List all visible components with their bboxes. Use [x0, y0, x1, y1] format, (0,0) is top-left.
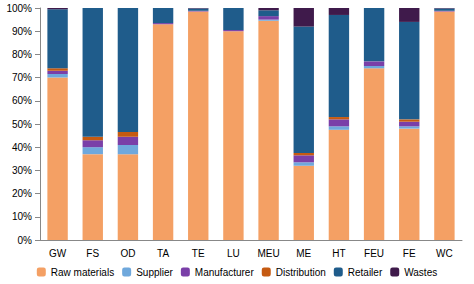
- svg-text:70%: 70%: [12, 72, 32, 83]
- svg-text:Supplier: Supplier: [136, 267, 173, 278]
- svg-text:100%: 100%: [6, 3, 32, 14]
- svg-text:HT: HT: [332, 248, 345, 259]
- svg-text:Raw materials: Raw materials: [51, 267, 114, 278]
- svg-text:TE: TE: [192, 248, 205, 259]
- svg-text:FEU: FEU: [364, 248, 384, 259]
- svg-text:TA: TA: [157, 248, 169, 259]
- svg-text:20%: 20%: [12, 188, 32, 199]
- svg-text:Distribution: Distribution: [276, 267, 326, 278]
- svg-text:OD: OD: [120, 248, 135, 259]
- svg-text:30%: 30%: [12, 165, 32, 176]
- svg-text:80%: 80%: [12, 49, 32, 60]
- svg-text:Manufacturer: Manufacturer: [195, 267, 255, 278]
- svg-text:MEU: MEU: [257, 248, 279, 259]
- svg-text:60%: 60%: [12, 95, 32, 106]
- svg-text:FE: FE: [403, 248, 416, 259]
- svg-text:90%: 90%: [12, 26, 32, 37]
- svg-text:FS: FS: [86, 248, 99, 259]
- svg-text:50%: 50%: [12, 119, 32, 130]
- svg-text:LU: LU: [227, 248, 240, 259]
- svg-text:GW: GW: [49, 248, 67, 259]
- svg-text:0%: 0%: [18, 235, 33, 246]
- svg-text:ME: ME: [296, 248, 311, 259]
- svg-text:10%: 10%: [12, 211, 32, 222]
- svg-text:Wastes: Wastes: [404, 267, 437, 278]
- svg-text:Retailer: Retailer: [348, 267, 383, 278]
- svg-text:WC: WC: [436, 248, 453, 259]
- svg-text:40%: 40%: [12, 142, 32, 153]
